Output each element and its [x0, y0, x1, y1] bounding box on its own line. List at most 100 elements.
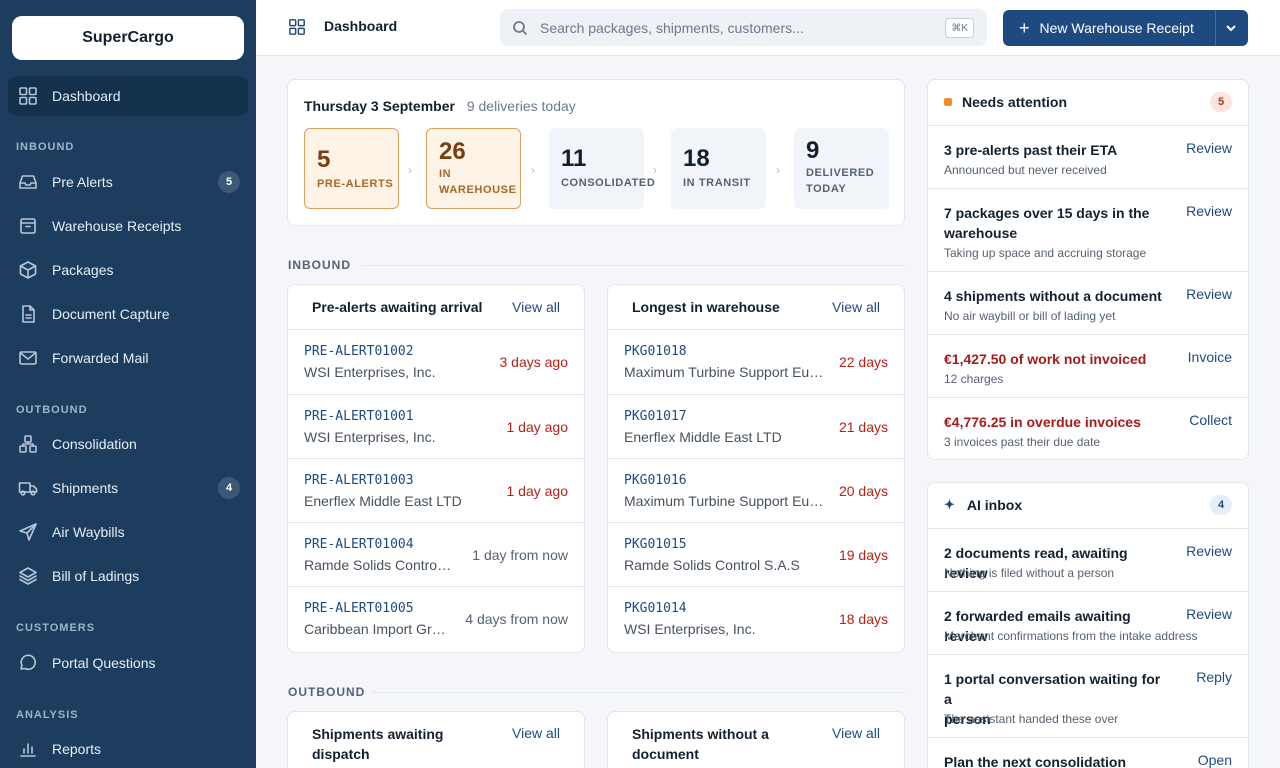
package-ref: PKG01014	[624, 601, 687, 616]
attention-title: 4 shipments without a document	[944, 288, 1162, 304]
chevron-right-icon: ›	[408, 163, 412, 177]
attention-title: €1,427.50 of work not invoiced	[944, 351, 1147, 367]
view-all-link[interactable]: View all	[832, 299, 880, 315]
chevron-right-icon: ›	[531, 163, 535, 177]
card-header: Needs attention	[944, 94, 1067, 110]
invoice-link[interactable]: Invoice	[1187, 349, 1232, 365]
attention-subtitle: Taking up space and accruing storage	[944, 246, 1147, 260]
attention-item[interactable]: 3 pre-alerts past their ETA Announced bu…	[928, 125, 1248, 188]
days-in-warehouse: 22 days	[838, 354, 888, 370]
sidebar-item-packages[interactable]: Packages	[8, 250, 248, 290]
sidebar: SuperCargo Dashboard INBOUND Pre Alerts …	[0, 0, 256, 768]
review-link[interactable]: Review	[1186, 543, 1232, 559]
stage-count: 5	[317, 146, 331, 173]
today-date: Thursday 3 September	[304, 98, 455, 114]
sidebar-item-warehouse-receipts[interactable]: Warehouse Receipts	[8, 206, 248, 246]
sidebar-item-bill-of-ladings[interactable]: Bill of Ladings	[8, 556, 248, 596]
ai-inbox-item[interactable]: 1 portal conversation waiting for a perso…	[928, 654, 1248, 737]
collect-link[interactable]: Collect	[1189, 412, 1232, 428]
review-link[interactable]: Review	[1186, 286, 1232, 302]
shipments-without-document-card: Shipments without a document View all	[607, 711, 905, 768]
page-title: Dashboard	[324, 18, 398, 34]
list-item[interactable]: PKG01016 Maximum Turbine Support Europe …	[608, 458, 904, 522]
sidebar-item-shipments[interactable]: Shipments 4	[8, 468, 248, 508]
brand-logo[interactable]: SuperCargo	[12, 16, 244, 60]
sidebar-item-consolidation[interactable]: Consolidation	[8, 424, 248, 464]
section-inbound-heading: INBOUND	[288, 258, 351, 272]
days-in-warehouse: 18 days	[838, 611, 888, 627]
sidebar-item-label: Air Waybills	[52, 524, 125, 540]
ai-inbox-item[interactable]: Plan the next consolidation Open	[928, 737, 1248, 768]
days-in-warehouse: 21 days	[838, 419, 888, 435]
eta-text: 3 days ago	[499, 354, 569, 370]
attention-item[interactable]: 4 shipments without a document No air wa…	[928, 271, 1248, 334]
review-link[interactable]: Review	[1186, 606, 1232, 622]
longest-list: PKG01018 Maximum Turbine Support Europe …	[608, 330, 904, 652]
stage-in-transit[interactable]: 18 IN TRANSIT	[671, 128, 766, 209]
top-bar: Dashboard ⌘K + New Warehouse Receipt	[256, 0, 1280, 56]
list-item[interactable]: PRE-ALERT01001 WSI Enterprises, Inc. 1 d…	[288, 394, 584, 458]
ai-inbox-item[interactable]: 2 forwarded emails awaiting review Merch…	[928, 591, 1248, 654]
today-summary-card: Thursday 3 September 9 deliveries today …	[287, 79, 905, 226]
sidebar-item-pre-alerts[interactable]: Pre Alerts 5	[8, 162, 248, 202]
attention-item[interactable]: €4,776.25 in overdue invoices 3 invoices…	[928, 397, 1248, 459]
chevron-right-icon: ›	[653, 163, 657, 177]
package-icon	[18, 260, 38, 280]
list-item[interactable]: PKG01015 Ramde Solids Control S.A.S 19 d…	[608, 522, 904, 586]
new-warehouse-receipt-button[interactable]: + New Warehouse Receipt	[1003, 10, 1248, 46]
divider	[288, 329, 584, 330]
view-all-link[interactable]: View all	[832, 725, 880, 741]
reply-link[interactable]: Reply	[1196, 669, 1232, 685]
sidebar-item-label: Reports	[52, 741, 102, 757]
eta-text: 1 day ago	[506, 419, 569, 435]
stage-label: CONSOLIDATED	[561, 177, 656, 189]
package-ref: PKG01015	[624, 537, 687, 552]
customer-name: Ramde Solids Control S.A.S	[624, 557, 800, 573]
ai-inbox-item[interactable]: 2 documents read, awaiting review Nothin…	[928, 528, 1248, 591]
search-bar[interactable]: ⌘K	[500, 9, 987, 46]
chart-icon	[18, 739, 38, 759]
list-item[interactable]: PRE-ALERT01004 Ramde Solids Control S.A.…	[288, 522, 584, 586]
shortcut-hint: ⌘K	[945, 18, 974, 38]
stage-delivered-today[interactable]: 9 DELIVERED TODAY	[794, 128, 889, 209]
sidebar-item-forwarded-mail[interactable]: Forwarded Mail	[8, 338, 248, 378]
list-item[interactable]: PKG01018 Maximum Turbine Support Europe …	[608, 330, 904, 394]
pre-alert-ref: PRE-ALERT01005	[304, 601, 414, 616]
attention-item[interactable]: 7 packages over 15 days in the warehouse …	[928, 188, 1248, 271]
sidebar-item-reports[interactable]: Reports	[8, 729, 248, 768]
stage-consolidated[interactable]: 11 CONSOLIDATED	[549, 128, 655, 209]
list-item[interactable]: PRE-ALERT01002 WSI Enterprises, Inc. 3 d…	[288, 330, 584, 394]
list-item[interactable]: PKG01017 Enerflex Middle East LTD 21 day…	[608, 394, 904, 458]
section-customers: CUSTOMERS	[16, 622, 96, 634]
stage-label: IN TRANSIT	[683, 177, 751, 189]
list-item[interactable]: PRE-ALERT01005 Caribbean Import Group 4 …	[288, 586, 584, 650]
review-link[interactable]: Review	[1186, 140, 1232, 156]
sidebar-item-air-waybills[interactable]: Air Waybills	[8, 512, 248, 552]
stage-pre-alerts[interactable]: 5 PRE-ALERTS	[304, 128, 399, 209]
paper-plane-icon	[18, 522, 38, 542]
card-title-line: Shipments awaiting	[312, 726, 444, 742]
days-in-warehouse: 19 days	[838, 547, 888, 563]
list-item[interactable]: PKG01014 WSI Enterprises, Inc. 18 days	[608, 586, 904, 650]
list-item[interactable]: PRE-ALERT01003 Enerflex Middle East LTD …	[288, 458, 584, 522]
customer-name: Enerflex Middle East LTD	[624, 429, 782, 445]
ai-item-title: 2 forwarded emails awaiting review	[944, 608, 1131, 644]
view-all-link[interactable]: View all	[512, 299, 560, 315]
review-link[interactable]: Review	[1186, 203, 1232, 219]
chevron-down-icon[interactable]	[1223, 20, 1239, 36]
stage-count: 26	[439, 138, 466, 165]
sidebar-item-dashboard[interactable]: Dashboard	[8, 76, 248, 116]
open-link[interactable]: Open	[1197, 752, 1232, 768]
view-all-link[interactable]: View all	[512, 725, 560, 741]
search-input[interactable]	[540, 19, 930, 36]
divider	[372, 692, 905, 693]
attention-item[interactable]: €1,427.50 of work not invoiced 12 charge…	[928, 334, 1248, 397]
attention-subtitle: 12 charges	[944, 372, 1004, 386]
pre-alerts-list: PRE-ALERT01002 WSI Enterprises, Inc. 3 d…	[288, 330, 584, 652]
ai-item-title: Plan the next consolidation	[944, 754, 1127, 768]
stage-in-warehouse[interactable]: 26 IN WAREHOUSE	[426, 128, 521, 209]
section-outbound-heading: OUTBOUND	[288, 685, 366, 699]
attention-title: 3 pre-alerts past their ETA	[944, 142, 1118, 158]
sidebar-item-portal-questions[interactable]: Portal Questions	[8, 643, 248, 683]
sidebar-item-document-capture[interactable]: Document Capture	[8, 294, 248, 334]
